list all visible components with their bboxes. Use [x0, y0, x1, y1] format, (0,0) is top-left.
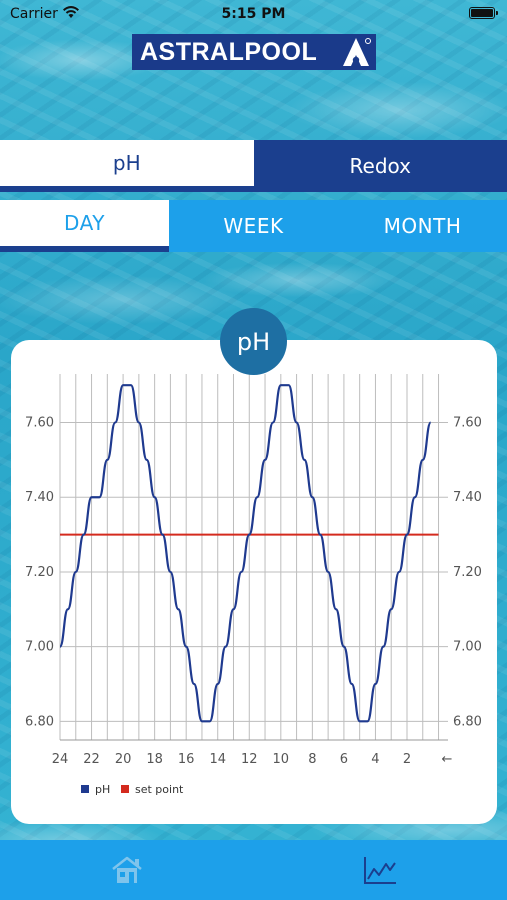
- x-tick-label: 20: [115, 752, 132, 767]
- wifi-icon: [63, 6, 79, 18]
- battery-icon: [469, 7, 498, 19]
- y-tick-label-right: 7.20: [453, 565, 482, 580]
- x-tick-label: 14: [209, 752, 226, 767]
- status-bar: Carrier 5:15 PM: [0, 0, 507, 28]
- tab-month[interactable]: MONTH: [383, 214, 462, 238]
- legend-swatch-set-point: [121, 785, 129, 793]
- chart-icon[interactable]: [362, 854, 398, 886]
- x-tick-label: 18: [146, 752, 163, 767]
- x-tick-label: 8: [308, 752, 316, 767]
- y-tick-label-right: 7.60: [453, 416, 482, 431]
- carrier-label: Carrier: [10, 6, 58, 22]
- chart-badge: pH: [220, 308, 287, 375]
- parameter-tabs: pH Redox: [0, 140, 507, 192]
- x-tick-label: 24: [52, 752, 69, 767]
- brand-logo-text: ASTRALPOOL: [140, 37, 318, 66]
- bottom-nav: [0, 840, 507, 900]
- y-tick-label-left: 6.80: [25, 714, 54, 729]
- x-tick-label: 6: [340, 752, 348, 767]
- x-tick-label: 4: [371, 752, 379, 767]
- y-tick-label-left: 7.40: [25, 490, 54, 505]
- home-icon[interactable]: [110, 854, 144, 886]
- legend-label-set-point: set point: [135, 783, 184, 796]
- tab-week[interactable]: WEEK: [223, 214, 284, 238]
- y-tick-label-left: 7.00: [25, 640, 54, 655]
- x-tick-label: 12: [241, 752, 258, 767]
- x-tick-label: 16: [178, 752, 195, 767]
- ph-chart: 6.80 6.80 7.00 7.00 7.20 7.20 7.40 7.40 7.60 7.60…: [25, 374, 482, 796]
- legend-label-ph: pH: [95, 783, 110, 796]
- y-tick-label-left: 7.60: [25, 416, 54, 431]
- tab-ph[interactable]: pH: [0, 140, 254, 186]
- status-time: 5:15 PM: [221, 6, 286, 22]
- period-tabs: DAY WEEK MONTH: [0, 200, 507, 252]
- y-tick-label-right: 6.80: [453, 714, 482, 729]
- brand-logo: ASTRALPOOL: [132, 34, 376, 70]
- x-tick-label: 2: [403, 752, 411, 767]
- tab-day[interactable]: DAY: [0, 200, 169, 252]
- ph-series-line: [58, 384, 432, 723]
- y-tick-label-left: 7.20: [25, 565, 54, 580]
- logo-mark-icon: [343, 38, 371, 66]
- x-axis-arrow: ←: [442, 752, 453, 767]
- chart-card: 6.80 6.80 7.00 7.00 7.20 7.20 7.40 7.40 7.60 7.60…: [11, 340, 497, 824]
- x-tick-label: 22: [83, 752, 100, 767]
- y-tick-label-right: 7.00: [453, 640, 482, 655]
- legend-swatch-ph: [81, 785, 89, 793]
- y-tick-label-right: 7.40: [453, 490, 482, 505]
- x-tick-label: 10: [273, 752, 290, 767]
- tab-redox[interactable]: Redox: [349, 154, 411, 178]
